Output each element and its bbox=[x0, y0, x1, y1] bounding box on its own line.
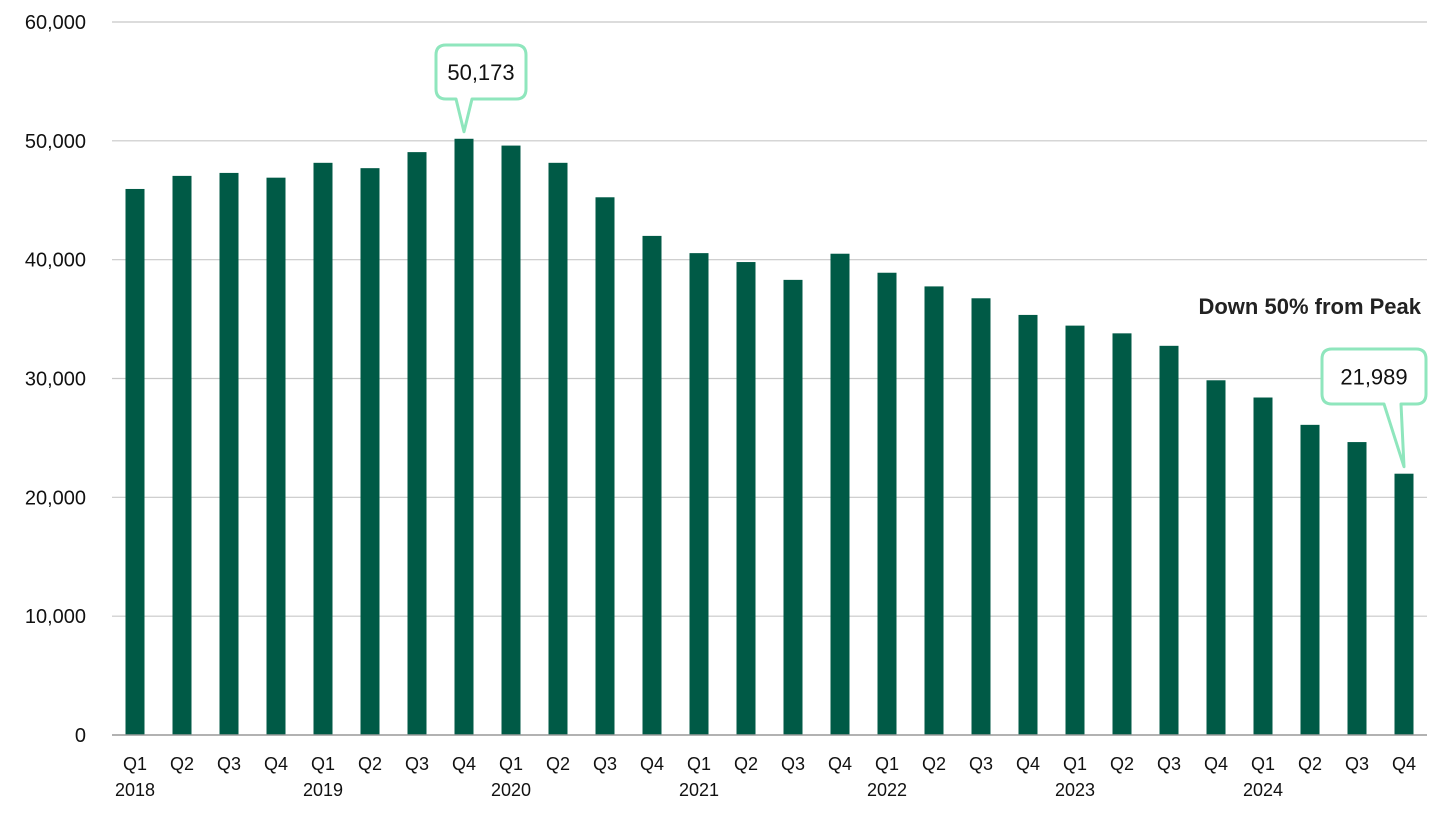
y-tick-label: 0 bbox=[75, 725, 86, 747]
x-tick-label: Q3 bbox=[217, 754, 241, 774]
x-tick-label: Q4 bbox=[640, 754, 664, 774]
x-tick-label: Q2 bbox=[734, 754, 758, 774]
x-tick-label: Q2 bbox=[1110, 754, 1134, 774]
bar bbox=[595, 197, 615, 735]
bar bbox=[1394, 473, 1414, 735]
x-axis-tick-labels: Q1 Q2 Q3 Q4 Q1 Q2 Q3 Q4 Q1 Q2 Q3 Q4 Q1 Q2 Q3 Q4 Q1 Q2 Q3 Q4… bbox=[123, 754, 1416, 774]
bar bbox=[971, 298, 991, 735]
year-label: 2024 bbox=[1243, 780, 1283, 800]
bar bbox=[1206, 380, 1226, 735]
bar bbox=[454, 138, 474, 735]
bar bbox=[736, 262, 756, 735]
x-tick-label: Q1 bbox=[1251, 754, 1275, 774]
y-axis-tick-labels: 0 10,000 20,000 30,000 40,000 50,000 60,000 bbox=[25, 12, 86, 747]
bar bbox=[924, 286, 944, 735]
bar bbox=[1018, 314, 1038, 735]
bar bbox=[877, 272, 897, 735]
x-axis-year-labels: 2018 2019 2020 2021 2022 2023 2024 bbox=[115, 780, 1283, 800]
x-tick-label: Q2 bbox=[546, 754, 570, 774]
x-tick-label: Q3 bbox=[405, 754, 429, 774]
year-label: 2018 bbox=[115, 780, 155, 800]
callout-value-label: 50,173 bbox=[447, 60, 514, 85]
y-tick-label: 20,000 bbox=[25, 487, 86, 509]
x-tick-label: Q3 bbox=[1345, 754, 1369, 774]
x-tick-label: Q3 bbox=[969, 754, 993, 774]
bar bbox=[501, 145, 521, 735]
x-tick-label: Q3 bbox=[593, 754, 617, 774]
x-tick-label: Q4 bbox=[1392, 754, 1416, 774]
y-tick-label: 40,000 bbox=[25, 250, 86, 272]
year-label: 2019 bbox=[303, 780, 343, 800]
x-tick-label: Q4 bbox=[264, 754, 288, 774]
callouts: 50,173 21,989 bbox=[434, 43, 1428, 469]
x-tick-label: Q1 bbox=[123, 754, 147, 774]
x-tick-label: Q1 bbox=[875, 754, 899, 774]
bar bbox=[1347, 442, 1367, 735]
year-label: 2023 bbox=[1055, 780, 1095, 800]
bar bbox=[689, 253, 709, 735]
x-tick-label: Q2 bbox=[358, 754, 382, 774]
bar bbox=[407, 152, 427, 735]
bar bbox=[266, 177, 286, 736]
callout-value-label: 21,989 bbox=[1340, 365, 1407, 390]
year-label: 2020 bbox=[491, 780, 531, 800]
x-tick-label: Q3 bbox=[781, 754, 805, 774]
x-tick-label: Q2 bbox=[170, 754, 194, 774]
bar bbox=[1300, 424, 1320, 735]
bar bbox=[1253, 397, 1273, 735]
bar bbox=[642, 235, 662, 735]
callout-box bbox=[1320, 347, 1428, 469]
bar bbox=[172, 175, 192, 735]
peak-decline-annotation: Down 50% from Peak bbox=[1198, 294, 1421, 319]
x-tick-label: Q3 bbox=[1157, 754, 1181, 774]
x-tick-label: Q2 bbox=[922, 754, 946, 774]
bar bbox=[125, 188, 145, 736]
x-tick-label: Q4 bbox=[828, 754, 852, 774]
y-tick-label: 50,000 bbox=[25, 131, 86, 153]
year-label: 2022 bbox=[867, 780, 907, 800]
x-tick-label: Q4 bbox=[452, 754, 476, 774]
bar bbox=[1159, 345, 1179, 735]
gridlines bbox=[112, 21, 1427, 617]
x-tick-label: Q1 bbox=[1063, 754, 1087, 774]
bar bbox=[219, 172, 239, 735]
bar bbox=[548, 162, 568, 735]
bar bbox=[313, 162, 333, 735]
year-label: 2021 bbox=[679, 780, 719, 800]
x-tick-label: Q1 bbox=[311, 754, 335, 774]
y-tick-label: 30,000 bbox=[25, 369, 86, 391]
x-tick-label: Q4 bbox=[1204, 754, 1228, 774]
value-callout: 21,989 bbox=[1320, 347, 1428, 469]
value-callout: 50,173 bbox=[434, 43, 528, 134]
bar bbox=[830, 253, 850, 735]
bar bbox=[360, 168, 380, 736]
bars bbox=[125, 138, 1414, 736]
bar bbox=[1112, 333, 1132, 735]
y-tick-label: 10,000 bbox=[25, 606, 86, 628]
y-tick-label: 60,000 bbox=[25, 12, 86, 34]
x-tick-label: Q1 bbox=[687, 754, 711, 774]
x-tick-label: Q2 bbox=[1298, 754, 1322, 774]
x-tick-label: Q4 bbox=[1016, 754, 1040, 774]
callout-box bbox=[434, 43, 528, 134]
bar bbox=[783, 279, 803, 735]
bar bbox=[1065, 325, 1085, 735]
x-tick-label: Q1 bbox=[499, 754, 523, 774]
